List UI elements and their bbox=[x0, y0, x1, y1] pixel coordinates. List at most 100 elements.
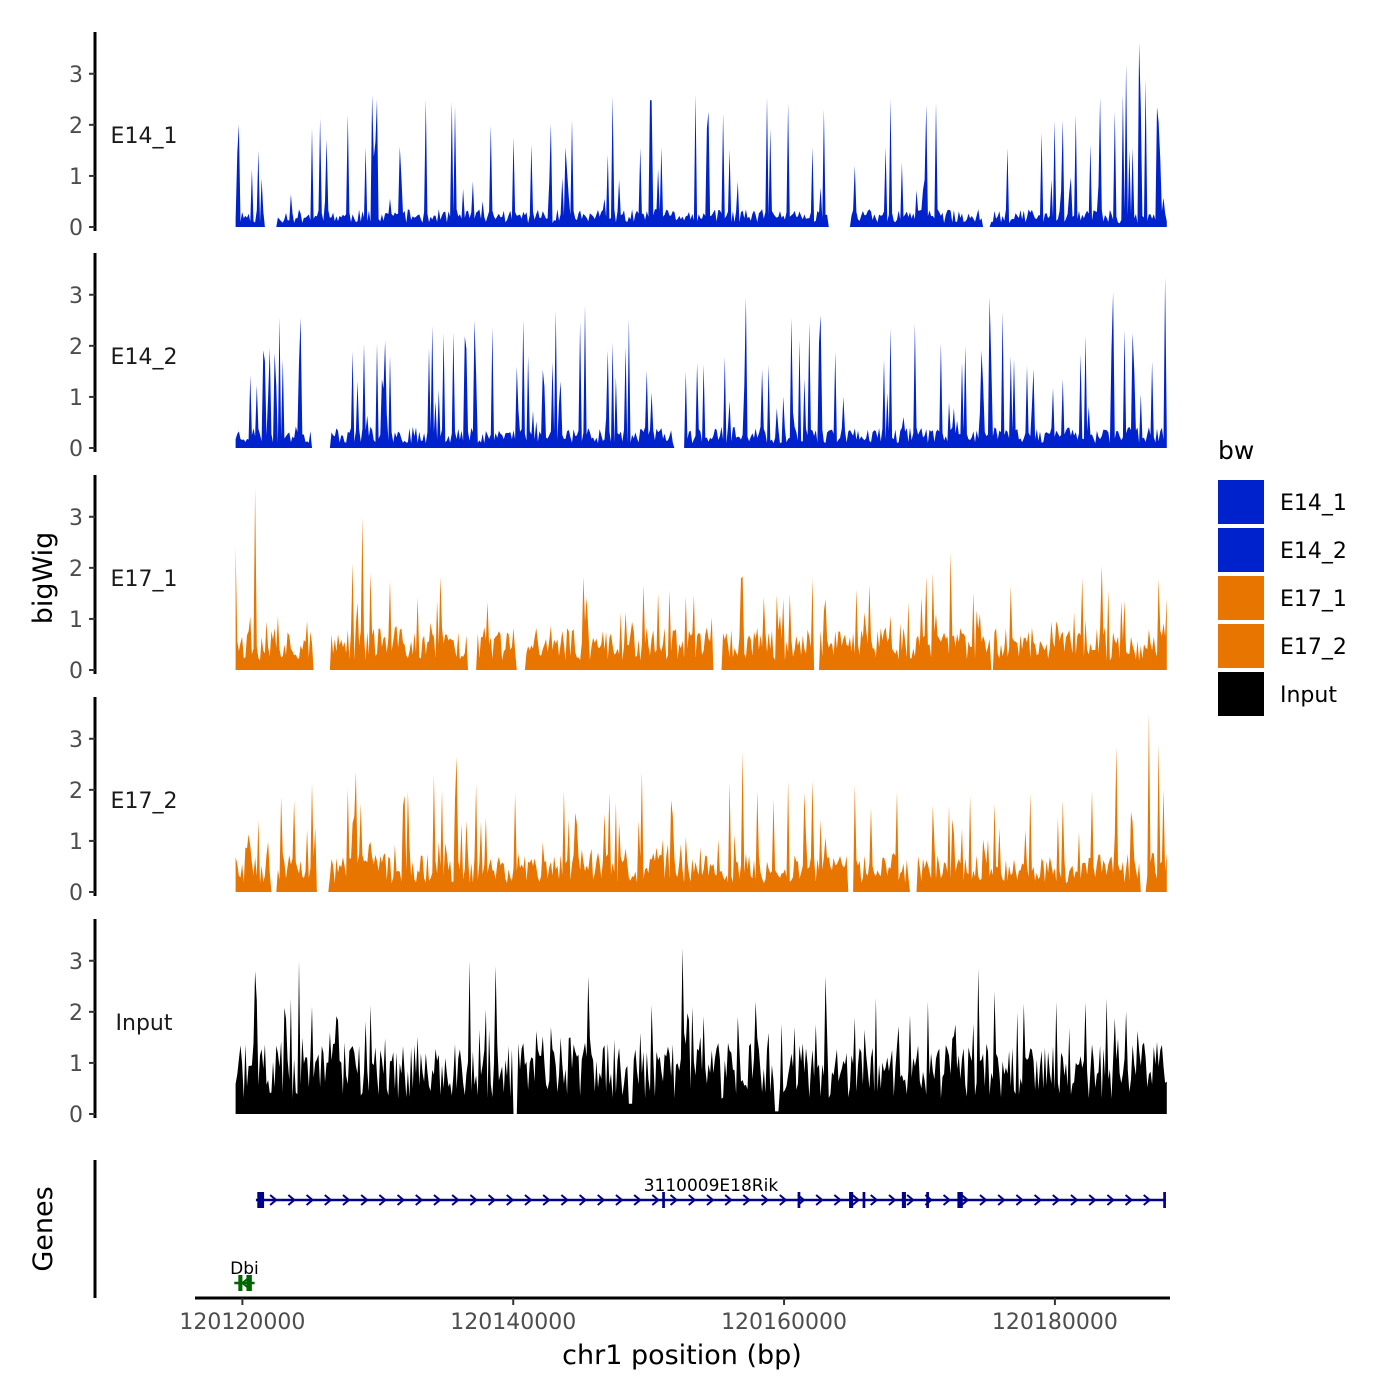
y-tick-label: 1 bbox=[69, 608, 83, 633]
strand-arrow bbox=[633, 1194, 642, 1206]
strand-arrow bbox=[506, 1194, 515, 1206]
panel-E14_1: 0 1 2 3 E14_1 bbox=[69, 32, 1167, 241]
strand-arrow bbox=[1015, 1194, 1024, 1206]
y-tick-label: 3 bbox=[69, 63, 83, 88]
y-tick-label: 3 bbox=[69, 728, 83, 753]
strand-arrow bbox=[524, 1194, 533, 1206]
strand-arrow bbox=[560, 1194, 569, 1206]
strand-arrow bbox=[1143, 1194, 1152, 1206]
strand-arrow bbox=[1124, 1194, 1134, 1206]
strand-arrow bbox=[487, 1194, 497, 1206]
legend-swatch-E17_2 bbox=[1218, 624, 1264, 668]
y-tick-label: 0 bbox=[69, 659, 83, 684]
strand-arrow bbox=[760, 1194, 770, 1206]
panel-Input: 0 1 2 3 Input bbox=[69, 919, 1167, 1128]
x-axis-label: chr1 position (bp) bbox=[562, 1340, 802, 1371]
strand-arrow bbox=[779, 1194, 788, 1206]
strand-arrow bbox=[597, 1194, 606, 1206]
strand-arrow bbox=[451, 1194, 460, 1206]
y-tick-label: 0 bbox=[69, 881, 83, 906]
strand-arrow bbox=[1088, 1194, 1097, 1206]
legend-label-E14_2: E14_2 bbox=[1280, 539, 1347, 564]
exon bbox=[1163, 1192, 1166, 1208]
gene-label: Dbi bbox=[230, 1259, 259, 1279]
exon bbox=[957, 1192, 963, 1208]
y-tick-label: 0 bbox=[69, 216, 83, 241]
genes-panel: 3110009E18Rik Dbi bbox=[93, 1160, 1166, 1298]
coverage-area-E17_1 bbox=[235, 488, 1167, 670]
exon bbox=[246, 1275, 252, 1291]
x-tick-label: 120120000 bbox=[179, 1310, 305, 1335]
legend-swatch-Input bbox=[1218, 672, 1264, 716]
legend-swatch-E17_1 bbox=[1218, 576, 1264, 620]
legend-label-E14_1: E14_1 bbox=[1280, 491, 1347, 516]
strand-arrow bbox=[305, 1194, 315, 1206]
x-axis: 120120000 120140000 120160000 120180000 bbox=[179, 1296, 1170, 1335]
strand-arrow bbox=[906, 1194, 915, 1206]
exon bbox=[926, 1192, 929, 1208]
legend-label-E17_2: E17_2 bbox=[1280, 635, 1347, 660]
y-tick-label: 3 bbox=[69, 506, 83, 531]
coverage-area-E17_2 bbox=[235, 713, 1167, 892]
exon bbox=[849, 1192, 854, 1208]
strand-arrow bbox=[851, 1194, 861, 1206]
y-tick-label: 2 bbox=[69, 557, 83, 582]
y-tick-label: 0 bbox=[69, 1103, 83, 1128]
track-label-E14_1: E14_1 bbox=[111, 124, 178, 149]
strand-arrow bbox=[815, 1194, 824, 1206]
strand-arrow bbox=[378, 1194, 387, 1206]
legend-label-E17_1: E17_1 bbox=[1280, 587, 1347, 612]
gene-label: 3110009E18Rik bbox=[644, 1176, 779, 1196]
y-tick-label: 1 bbox=[69, 830, 83, 855]
legend: bw E14_1 E14_2 E17_1 E17_2 Input bbox=[1218, 436, 1347, 716]
strand-arrow bbox=[724, 1194, 733, 1206]
strand-arrow bbox=[669, 1194, 679, 1206]
y-tick-label: 1 bbox=[69, 386, 83, 411]
y-tick-label: 1 bbox=[69, 165, 83, 190]
exon bbox=[862, 1192, 866, 1208]
y-tick-label: 2 bbox=[69, 114, 83, 139]
track-label-Input: Input bbox=[116, 1011, 173, 1036]
y-tick-label: 2 bbox=[69, 1001, 83, 1026]
strand-arrow bbox=[1070, 1194, 1079, 1206]
exon bbox=[901, 1192, 906, 1208]
y-axis-label: bigWig bbox=[28, 532, 59, 625]
coverage-panels: 0 1 2 3 E14_1 0 1 2 3 E14_2 0 1 2 3 E17_1 0 1 2 3 E17_2 0 1 2 3… bbox=[69, 32, 1167, 1128]
strand-arrow bbox=[360, 1194, 369, 1206]
exon bbox=[257, 1192, 265, 1208]
y-tick-label: 3 bbox=[69, 284, 83, 309]
exon bbox=[662, 1192, 665, 1208]
strand-arrow bbox=[833, 1194, 842, 1206]
legend-label-Input: Input bbox=[1280, 683, 1337, 708]
strand-arrow bbox=[433, 1194, 442, 1206]
genes-axis-label: Genes bbox=[28, 1186, 59, 1271]
strand-arrow bbox=[578, 1194, 588, 1206]
strand-arrow bbox=[651, 1194, 660, 1206]
panel-E17_2: 0 1 2 3 E17_2 bbox=[69, 697, 1167, 906]
strand-arrow bbox=[979, 1194, 988, 1206]
strand-arrow bbox=[961, 1194, 970, 1206]
gene-Dbi: Dbi bbox=[230, 1259, 259, 1291]
x-tick-label: 120140000 bbox=[450, 1310, 576, 1335]
strand-arrow bbox=[997, 1194, 1006, 1206]
strand-arrow bbox=[415, 1194, 424, 1206]
y-tick-label: 1 bbox=[69, 1052, 83, 1077]
strand-arrow bbox=[396, 1194, 406, 1206]
coverage-area-E14_2 bbox=[235, 276, 1167, 448]
legend-title: bw bbox=[1218, 436, 1254, 465]
track-label-E17_1: E17_1 bbox=[111, 567, 178, 592]
strand-arrow bbox=[688, 1194, 697, 1206]
strand-arrow bbox=[615, 1194, 624, 1206]
legend-swatch-E14_1 bbox=[1218, 480, 1264, 524]
panel-E14_2: 0 1 2 3 E14_2 bbox=[69, 253, 1167, 462]
y-tick-label: 2 bbox=[69, 779, 83, 804]
gene-3110009E18Rik: 3110009E18Rik bbox=[255, 1176, 1166, 1208]
strand-arrow bbox=[1033, 1194, 1043, 1206]
exon bbox=[797, 1192, 801, 1208]
strand-arrow bbox=[469, 1194, 478, 1206]
track-label-E17_2: E17_2 bbox=[111, 789, 178, 814]
y-tick-label: 3 bbox=[69, 950, 83, 975]
x-tick-label: 120160000 bbox=[721, 1310, 847, 1335]
strand-arrow bbox=[269, 1194, 278, 1206]
